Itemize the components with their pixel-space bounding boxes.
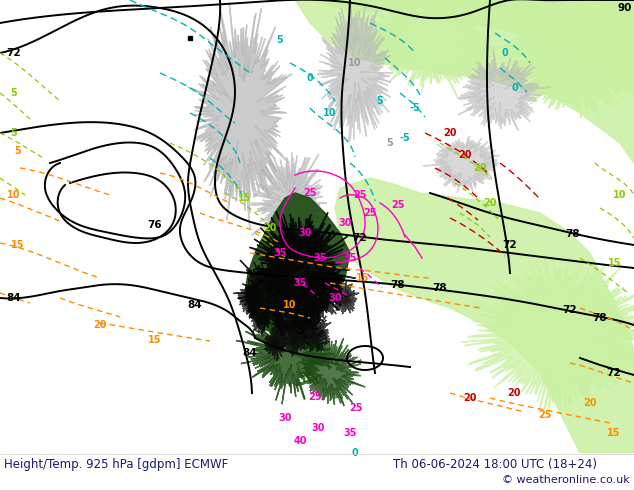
Polygon shape — [316, 265, 347, 301]
Text: © weatheronline.co.uk: © weatheronline.co.uk — [502, 475, 630, 485]
Text: 20: 20 — [463, 393, 477, 403]
Polygon shape — [187, 3, 292, 228]
Text: 20: 20 — [93, 320, 107, 330]
Polygon shape — [294, 265, 344, 319]
Text: 5: 5 — [11, 88, 17, 98]
Polygon shape — [250, 151, 328, 270]
Text: 72: 72 — [302, 230, 317, 240]
Text: 30: 30 — [298, 228, 312, 238]
Polygon shape — [261, 328, 287, 361]
Text: 20: 20 — [583, 398, 597, 408]
Text: 35: 35 — [294, 278, 307, 288]
Text: 20: 20 — [443, 128, 456, 138]
Text: 72: 72 — [607, 368, 621, 378]
Polygon shape — [245, 193, 350, 333]
Text: 10: 10 — [283, 300, 297, 310]
Text: 40: 40 — [294, 436, 307, 446]
Text: 0: 0 — [512, 83, 519, 93]
Text: 78: 78 — [391, 280, 405, 290]
Polygon shape — [503, 0, 634, 124]
Text: 0: 0 — [501, 48, 508, 58]
Text: 20: 20 — [473, 163, 487, 173]
Polygon shape — [236, 308, 340, 404]
Text: 30: 30 — [311, 423, 325, 433]
Text: 10: 10 — [7, 190, 21, 200]
Text: Height/Temp. 925 hPa [gdpm] ECMWF: Height/Temp. 925 hPa [gdpm] ECMWF — [4, 458, 228, 470]
Text: 5: 5 — [276, 35, 283, 45]
Text: 25: 25 — [349, 403, 363, 413]
Text: 78: 78 — [432, 283, 448, 293]
Text: 15: 15 — [607, 428, 621, 438]
Text: 25: 25 — [303, 188, 317, 198]
Text: 0: 0 — [307, 73, 313, 83]
Text: 78: 78 — [566, 229, 580, 239]
Text: 72: 72 — [503, 240, 517, 250]
Polygon shape — [331, 281, 359, 314]
Polygon shape — [350, 0, 503, 97]
Polygon shape — [237, 279, 262, 318]
Text: -5: -5 — [399, 133, 410, 143]
Text: 35: 35 — [313, 253, 327, 263]
Text: 5: 5 — [377, 96, 384, 106]
Polygon shape — [317, 0, 393, 142]
Polygon shape — [233, 248, 299, 333]
Polygon shape — [457, 49, 551, 131]
Polygon shape — [295, 334, 365, 406]
Text: 30: 30 — [278, 413, 292, 423]
Text: 25: 25 — [538, 410, 552, 420]
Text: 5: 5 — [387, 138, 393, 148]
Text: 5: 5 — [11, 128, 17, 138]
Polygon shape — [461, 257, 634, 418]
Polygon shape — [295, 315, 331, 352]
Text: 78: 78 — [593, 313, 607, 323]
Text: 20: 20 — [458, 150, 472, 160]
Polygon shape — [335, 178, 634, 453]
Text: 25: 25 — [353, 190, 366, 200]
Text: 10: 10 — [348, 58, 362, 68]
Text: 15: 15 — [11, 240, 25, 250]
Polygon shape — [250, 212, 356, 331]
Polygon shape — [295, 0, 634, 163]
Polygon shape — [297, 221, 325, 261]
Polygon shape — [576, 0, 634, 37]
Text: 25: 25 — [308, 392, 321, 402]
Text: -5: -5 — [410, 103, 420, 113]
Text: 72: 72 — [353, 233, 367, 243]
Text: 20: 20 — [483, 198, 497, 208]
Text: 20: 20 — [263, 223, 277, 233]
Text: 35: 35 — [343, 253, 357, 263]
Text: 25: 25 — [363, 208, 377, 218]
Text: 20: 20 — [507, 388, 521, 398]
Text: 84: 84 — [188, 300, 202, 310]
Text: 15: 15 — [148, 335, 162, 345]
Text: 0: 0 — [352, 448, 358, 458]
Polygon shape — [270, 299, 301, 338]
Text: 30: 30 — [328, 293, 342, 303]
Text: 84: 84 — [243, 348, 257, 358]
Text: 84: 84 — [7, 293, 22, 303]
Text: 10: 10 — [613, 190, 627, 200]
Text: 35: 35 — [343, 428, 357, 438]
Polygon shape — [249, 301, 271, 337]
Text: 15: 15 — [356, 273, 370, 283]
Text: Th 06-06-2024 18:00 UTC (18+24): Th 06-06-2024 18:00 UTC (18+24) — [393, 458, 597, 470]
Text: 15: 15 — [608, 258, 622, 268]
Text: 10: 10 — [323, 108, 337, 118]
Text: 76: 76 — [148, 220, 162, 230]
Polygon shape — [270, 232, 311, 274]
Text: 72: 72 — [7, 48, 22, 58]
Text: 5: 5 — [15, 146, 22, 156]
Polygon shape — [423, 136, 500, 193]
Polygon shape — [310, 0, 634, 93]
Text: 15: 15 — [238, 193, 252, 203]
Text: 35: 35 — [273, 248, 287, 258]
Polygon shape — [285, 289, 324, 335]
Text: 72: 72 — [563, 305, 578, 315]
Polygon shape — [276, 319, 309, 357]
Text: 30: 30 — [339, 218, 352, 228]
Text: 90: 90 — [618, 3, 632, 13]
Text: 25: 25 — [391, 200, 404, 210]
